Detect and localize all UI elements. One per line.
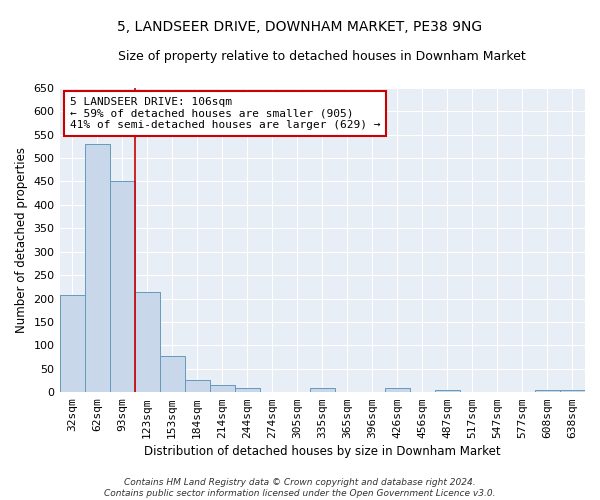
- X-axis label: Distribution of detached houses by size in Downham Market: Distribution of detached houses by size …: [144, 444, 500, 458]
- Bar: [385, 388, 410, 392]
- Bar: [134, 292, 160, 392]
- Bar: [535, 390, 560, 392]
- Y-axis label: Number of detached properties: Number of detached properties: [15, 147, 28, 333]
- Bar: [560, 390, 585, 392]
- Bar: [435, 390, 460, 392]
- Bar: [160, 356, 185, 392]
- Text: 5 LANDSEER DRIVE: 106sqm
← 59% of detached houses are smaller (905)
41% of semi-: 5 LANDSEER DRIVE: 106sqm ← 59% of detach…: [70, 97, 380, 130]
- Bar: [110, 180, 134, 392]
- Text: Contains HM Land Registry data © Crown copyright and database right 2024.
Contai: Contains HM Land Registry data © Crown c…: [104, 478, 496, 498]
- Bar: [209, 384, 235, 392]
- Bar: [85, 144, 110, 392]
- Bar: [310, 388, 335, 392]
- Text: 5, LANDSEER DRIVE, DOWNHAM MARKET, PE38 9NG: 5, LANDSEER DRIVE, DOWNHAM MARKET, PE38 …: [118, 20, 482, 34]
- Title: Size of property relative to detached houses in Downham Market: Size of property relative to detached ho…: [118, 50, 526, 63]
- Bar: [59, 295, 85, 392]
- Bar: [185, 380, 209, 392]
- Bar: [235, 388, 260, 392]
